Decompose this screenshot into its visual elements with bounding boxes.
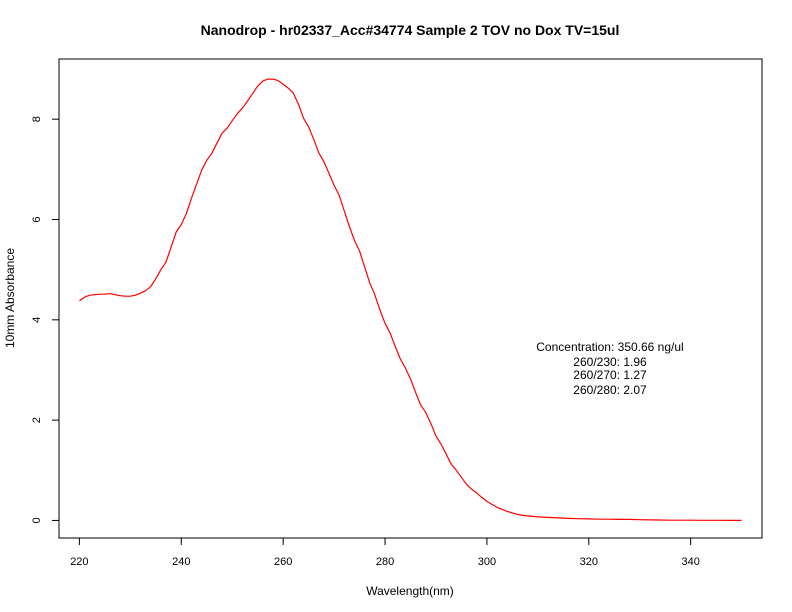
plot-frame [58, 58, 763, 539]
ratio-260-230-text: 260/230: 1.96 [573, 355, 647, 369]
y-tick-label: 2 [31, 417, 43, 423]
x-tick-label: 220 [70, 556, 88, 568]
series-layer [79, 78, 742, 522]
x-tick-label: 300 [478, 556, 496, 568]
y-tick-label: 4 [31, 317, 43, 323]
ratio-260-270-text: 260/270: 1.27 [573, 368, 647, 382]
absorbance-series-line [79, 78, 742, 522]
chart-title: Nanodrop - hr02337_Acc#34774 Sample 2 TO… [201, 22, 620, 38]
y-tick-label: 0 [31, 517, 43, 523]
x-tick-label: 280 [376, 556, 394, 568]
stats-annotation: Concentration: 350.66 ng/ul 260/230: 1.9… [536, 340, 683, 397]
y-axis-label: 10mm Absorbance [3, 248, 17, 348]
concentration-text: Concentration: 350.66 ng/ul [536, 340, 683, 354]
x-tick-label: 260 [274, 556, 292, 568]
y-tick-label: 8 [31, 116, 43, 122]
x-tick-label: 240 [172, 556, 190, 568]
x-tick-label: 320 [580, 556, 598, 568]
y-tick-label: 6 [31, 216, 43, 222]
x-tick-label: 340 [682, 556, 700, 568]
x-axis: 220 240 260 280 300 320 340 [70, 538, 700, 568]
ratio-260-280-text: 260/280: 2.07 [573, 383, 647, 397]
x-axis-label: Wavelength(nm) [366, 584, 454, 598]
y-axis: 0 2 4 6 8 [31, 116, 59, 524]
